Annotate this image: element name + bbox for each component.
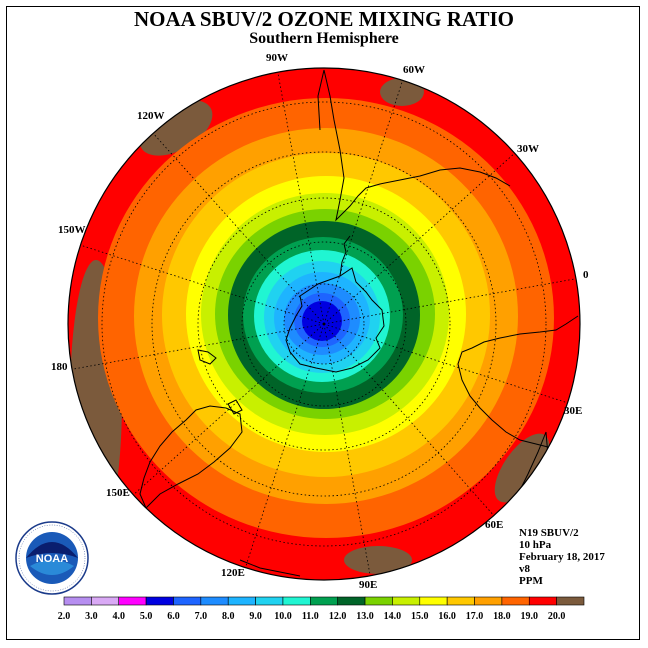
colorbar-label: 9.0 (249, 611, 262, 622)
colorbar-swatch (501, 596, 530, 606)
contour-20-n (380, 78, 424, 106)
colorbar-swatch (528, 596, 557, 606)
colorbar-swatch (364, 596, 393, 606)
colorbar-swatches (63, 596, 585, 606)
info-block: N19 SBUV/2 10 hPa February 18, 2017 v8 P… (519, 527, 605, 587)
lon-label-0: 0 (583, 269, 589, 281)
map-boundary (67, 67, 581, 581)
lon-label-120w: 120W (137, 110, 165, 122)
contour-20-se (494, 433, 550, 503)
colorbar-swatch (310, 596, 338, 606)
colorbar-label: 7.0 (195, 611, 208, 622)
longitude-labels: 90W 60W 30W 0 30E 60E 90E 120E 150E 180 … (51, 52, 589, 591)
colorbar-swatch (419, 596, 448, 606)
colorbar-label: 6.0 (167, 611, 180, 622)
colorbar-swatch (446, 596, 475, 606)
colorbar-label: 15.0 (411, 611, 429, 622)
colorbar-swatch (474, 596, 503, 606)
colorbar-label: 11.0 (302, 611, 319, 622)
date-label: February 18, 2017 (519, 551, 605, 563)
noaa-logo-icon: NOAA (15, 521, 89, 595)
satellite-label: N19 SBUV/2 (519, 527, 579, 539)
chart-title: NOAA SBUV/2 OZONE MIXING RATIO (134, 7, 514, 31)
colorbar-swatch (173, 596, 202, 606)
lon-label-30w: 30W (517, 143, 539, 155)
version-label: v8 (519, 563, 530, 575)
lon-label-60w: 60W (403, 64, 425, 76)
noaa-logo-text: NOAA (36, 553, 68, 565)
contour-20-s (344, 546, 412, 574)
lon-label-90w: 90W (266, 52, 288, 64)
lon-label-30e: 30E (564, 405, 582, 417)
colorbar-label: 2.0 (58, 611, 71, 622)
colorbar-label: 14.0 (384, 611, 402, 622)
colorbar-label: 18.0 (493, 611, 511, 622)
latitude-circles (101, 101, 547, 547)
colorbar-swatch (91, 596, 120, 606)
colorbar-label: 5.0 (140, 611, 153, 622)
colorbar-swatch (145, 596, 174, 606)
lon-label-60e: 60E (485, 519, 503, 531)
pressure-level: 10 hPa (519, 539, 552, 551)
colorbar-swatch (282, 596, 311, 606)
colorbar-swatch (337, 596, 366, 606)
lon-label-150e: 150E (106, 487, 130, 499)
colorbar-label: 10.0 (274, 611, 292, 622)
lon-label-90e: 90E (359, 579, 377, 591)
colorbar-label: 16.0 (438, 611, 456, 622)
chart-subtitle: Southern Hemisphere (249, 30, 399, 47)
colorbar: 2.0 3.0 4.0 5.0 6.0 7.0 8.0 9.0 10.0 11.0 12.0 13.0… (58, 596, 585, 622)
colorbar-label: 19.0 (521, 611, 539, 622)
colorbar-label: 8.0 (222, 611, 235, 622)
colorbar-swatch (63, 596, 92, 606)
lon-label-150w: 150W (58, 224, 86, 236)
units-label: PPM (519, 575, 543, 587)
colorbar-label: 13.0 (356, 611, 374, 622)
colorbar-swatch (200, 596, 229, 606)
colorbar-label: 4.0 (112, 611, 125, 622)
colorbar-swatch (227, 596, 256, 606)
lon-label-120e: 120E (221, 567, 245, 579)
colorbar-labels: 2.0 3.0 4.0 5.0 6.0 7.0 8.0 9.0 10.0 11.0 12.0 13.0… (58, 611, 566, 622)
figure-frame (6, 6, 640, 640)
contour-5 (302, 301, 342, 341)
lon-label-180: 180 (51, 361, 68, 373)
colorbar-label: 12.0 (329, 611, 347, 622)
colorbar-swatch (392, 596, 421, 606)
colorbar-swatch (118, 596, 147, 606)
colorbar-label: 17.0 (466, 611, 484, 622)
ozone-field (68, 68, 580, 580)
meridians (68, 68, 580, 580)
colorbar-label: 3.0 (85, 611, 98, 622)
colorbar-swatch (255, 596, 284, 606)
colorbar-label: 20.0 (548, 611, 566, 622)
colorbar-swatch (556, 596, 585, 606)
